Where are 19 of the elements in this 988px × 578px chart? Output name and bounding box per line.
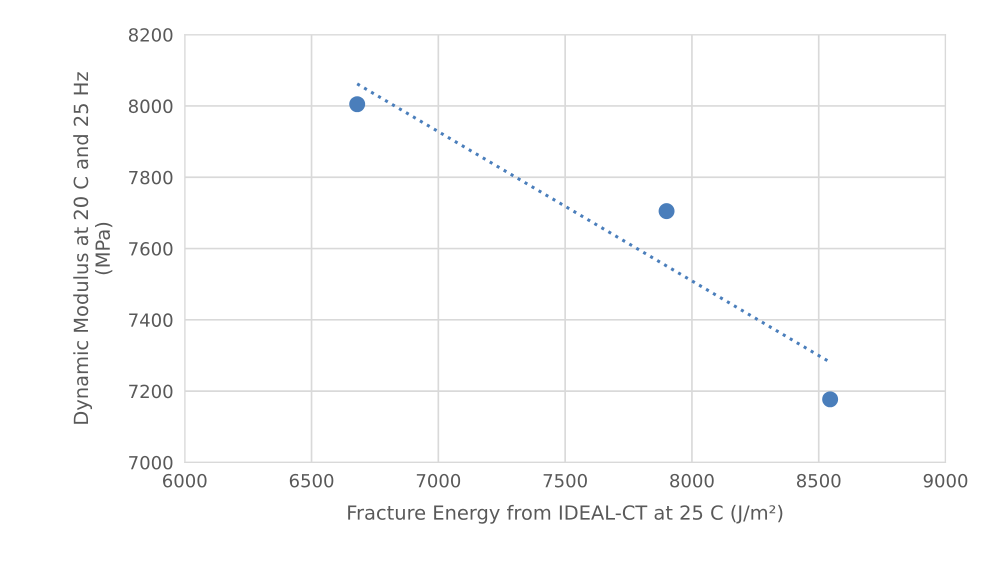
x-tick-label: 7500 bbox=[544, 474, 587, 488]
point bbox=[349, 96, 366, 112]
point bbox=[822, 391, 838, 408]
y-tick-label: 8000 bbox=[128, 99, 172, 114]
x-tick-label: 9000 bbox=[924, 474, 968, 488]
x-tick-label: 7000 bbox=[416, 474, 460, 488]
x-tick-label: 8500 bbox=[796, 474, 840, 488]
point bbox=[658, 203, 675, 220]
x-tick-label: 8000 bbox=[670, 474, 714, 488]
x-tick-label: 6000 bbox=[163, 474, 207, 488]
y-tick-label: 7800 bbox=[129, 170, 172, 184]
y-tick-label: 7400 bbox=[129, 313, 172, 327]
y-tick-label: 7600 bbox=[129, 242, 172, 256]
y-tick-label: 7000 bbox=[129, 456, 172, 470]
y-axis-title: Dynamic Modulus at 20 C and 25 Hz (MPa) bbox=[73, 72, 112, 424]
x-tick-label: 6500 bbox=[290, 474, 334, 488]
y-tick-label: 7200 bbox=[129, 384, 172, 398]
x-axis-title: Fracture Energy from IDEAL-CT at 25 C (J/m²) bbox=[348, 504, 782, 524]
y-tick-label: 8200 bbox=[128, 28, 172, 42]
